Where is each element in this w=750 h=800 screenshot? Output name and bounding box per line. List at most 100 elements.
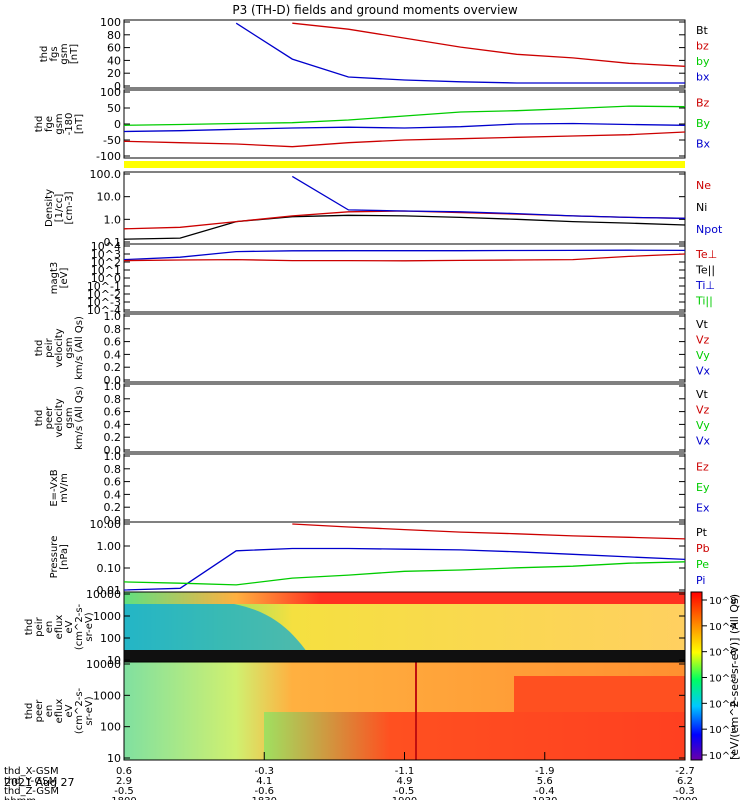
legend-entry: Bx	[696, 138, 711, 151]
ion-spectrogram-low-density	[124, 604, 314, 662]
y-tick-label: 10^-4	[87, 304, 121, 317]
x-tick-label: 2.9	[116, 776, 132, 787]
y-tick-label: 0.0	[104, 444, 122, 457]
y-tick-label: 60	[107, 42, 121, 55]
y-tick-label: 40	[107, 54, 121, 67]
series-line-blue	[123, 249, 686, 261]
series-line-red	[292, 523, 686, 540]
figure-title: P3 (TH-D) fields and ground moments over…	[232, 3, 517, 17]
y-tick-label: 100	[100, 721, 121, 734]
x-row-label: thd_Z-GSM	[4, 786, 59, 797]
legend-entry: Vy	[696, 419, 710, 432]
series-line-blue	[291, 175, 686, 219]
y-axis-label: km/s (All Qs)	[74, 316, 85, 380]
y-axis-label: thd	[24, 619, 35, 636]
legend-entry: Pi	[696, 574, 705, 587]
y-tick-label: 0.8	[104, 393, 122, 406]
y-tick-label: 10000	[86, 658, 121, 671]
colorbar-tick-label: 10^6	[709, 648, 736, 659]
series-line-red	[123, 253, 686, 262]
x-tick-label: 1830	[252, 796, 277, 800]
y-axis-label: [nT]	[69, 44, 80, 64]
y-axis-label: thd	[24, 703, 35, 720]
legend-entry: Vx	[696, 434, 711, 447]
y-axis-label: en	[44, 705, 55, 718]
legend-entry: Vt	[696, 318, 709, 331]
y-axis-label: mV/m	[59, 473, 70, 503]
legend-entry: Ti⊥	[695, 279, 715, 292]
series-line-green	[123, 561, 686, 586]
y-axis-label: Pressure	[49, 536, 60, 579]
y-axis-label: peir	[34, 616, 45, 636]
y-axis-label: fgs	[49, 46, 60, 61]
x-tick-label: -0.5	[114, 786, 134, 797]
y-tick-label: 0.01	[97, 584, 122, 597]
electron-spectrogram-low-energy	[264, 712, 685, 760]
x-tick-label: -0.3	[675, 786, 695, 797]
y-axis-label: gsm	[64, 337, 75, 358]
x-tick-label: -0.4	[535, 786, 555, 797]
y-tick-label: 0.4	[104, 418, 122, 431]
y-axis-label: km/s (All Qs)	[74, 386, 85, 450]
y-tick-label: 100	[100, 86, 121, 99]
panel-electric-field: 1.00.80.60.40.20.0 E=-VxB mV/m Ez Ey Ex	[49, 450, 710, 527]
x-tick-label: 1930	[532, 796, 557, 800]
y-axis-label: (cm^2-s-	[74, 603, 85, 650]
y-tick-label: 0.2	[104, 431, 122, 444]
panel-pressure: 10.00 1.00 0.10 0.01 Pressure [nPa] Pt Pb Pe Pi	[49, 518, 710, 597]
series-line-red	[292, 22, 686, 67]
legend-entry: Vz	[696, 333, 710, 346]
legend-entry: Te||	[695, 263, 715, 276]
panel-ion-velocity: 1.00.80.60.40.20.0 thd peir velocity gsm km/s…	[34, 310, 711, 387]
series-line-blue	[123, 547, 686, 591]
y-tick-label: 10^-1	[87, 280, 121, 293]
x-row-label: hhmm	[4, 796, 36, 800]
x-tick-label: 0.6	[116, 766, 132, 777]
y-tick-label: 0.2	[104, 501, 122, 514]
panel-frame	[123, 171, 686, 245]
y-tick-label: 10^-3	[87, 296, 121, 309]
legend-entry: Vx	[696, 364, 711, 377]
x-tick-label: -2.7	[675, 766, 695, 777]
y-tick-label: 0	[114, 80, 121, 93]
y-axis-label: magt3	[49, 262, 60, 295]
y-tick-label: 1.00	[97, 540, 122, 553]
x-tick-label: -1.1	[395, 766, 415, 777]
y-axis-label: [nT]	[74, 114, 85, 134]
legend-entry: Pb	[696, 542, 710, 555]
colorbar-tick-label: 10^8	[709, 596, 736, 607]
legend-entry: Vy	[696, 349, 710, 362]
y-tick-label: 0.8	[104, 323, 122, 336]
y-tick-label: 1.0	[104, 450, 122, 463]
legend-entry: Vt	[696, 388, 709, 401]
legend-entry: bx	[696, 70, 710, 83]
y-tick-label: 0.6	[104, 476, 122, 489]
y-tick-label: 10.00	[90, 518, 122, 531]
y-tick-label: 100	[100, 16, 121, 29]
x-row-label: thd_X-GSM	[4, 766, 59, 777]
y-tick-label: 10^4	[91, 240, 121, 253]
y-axis-label: gsm	[64, 407, 75, 428]
y-axis-label: peer	[34, 699, 45, 723]
y-tick-label: 0.6	[104, 406, 122, 419]
x-tick-label: 5.6	[537, 776, 553, 787]
y-axis-label: eV	[64, 704, 75, 717]
y-axis-label: (cm^2-s-	[74, 687, 85, 734]
panel-frame	[123, 453, 686, 523]
x-axis-ephemeris: thd_X-GSM 0.6 -0.3 -1.1 -1.9 -2.7 thd_Y-GSM 2.9…	[4, 752, 698, 800]
y-tick-label: 0.10	[97, 562, 122, 575]
y-tick-label: 100	[100, 632, 121, 645]
series-line-blue	[123, 122, 686, 133]
y-axis-label: en	[44, 621, 55, 634]
y-tick-label: 0.0	[104, 514, 122, 527]
y-axis-label: thd	[34, 340, 45, 357]
y-tick-label: 0.1	[104, 236, 122, 249]
panel-electron-energy-flux: 10000 1000 100 10 thd peer en eflux eV (cm^2-s-sr…	[24, 658, 686, 765]
y-tick-label: 1.0	[104, 380, 122, 393]
y-tick-label: 1000	[93, 689, 121, 702]
panel-temperature: 10^410^310^210^110^010^-110^-210^-310^-4…	[49, 240, 717, 317]
colorbar-tick-label: 10^5	[709, 674, 736, 685]
x-tick-label: 1900	[392, 796, 417, 800]
x-tick-label: 4.9	[397, 776, 413, 787]
